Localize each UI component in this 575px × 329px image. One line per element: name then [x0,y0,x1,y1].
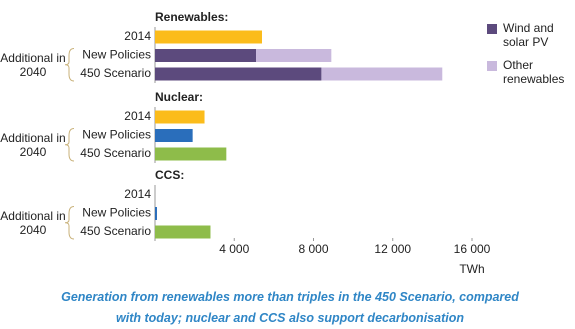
group-label: Additional in 2040 [0,50,66,79]
legend-swatch [487,24,497,34]
panel-title: Renewables: [155,10,228,24]
bar [155,30,262,44]
category-label: 2014 [124,187,151,201]
category-label: 2014 [124,29,151,43]
brace [64,48,75,82]
legend-label: Wind and solar PV [503,21,554,49]
category-label: New Policies [82,48,151,62]
category-label: 450 Scenario [80,66,151,80]
panel-title: Nuclear: [155,90,203,104]
x-tick-label: 16 000 [454,242,491,256]
x-tick-label: 4 000 [219,242,249,256]
bar [155,147,227,161]
category-label: New Policies [82,206,151,220]
bar [321,67,443,81]
bar [155,129,193,142]
bar [155,207,157,220]
caption: Generation from renewables more than tri… [61,290,519,325]
legend-label: Other renewables [503,58,565,86]
category-label: New Policies [82,128,151,142]
legend-swatch [487,61,497,71]
brace [64,206,75,240]
group-label: Additional in 2040 [0,208,66,237]
bar [155,49,257,62]
category-label: 450 Scenario [80,146,151,160]
panel-title: CCS: [155,168,184,182]
bar [155,225,211,239]
category-label: 2014 [124,109,151,123]
bar [155,110,205,124]
group-label: Additional in 2040 [0,130,66,159]
x-tick-label: 8 000 [298,242,328,256]
brace [64,128,75,162]
bar [155,67,322,81]
category-label: 450 Scenario [80,224,151,238]
bar [256,49,332,62]
x-tick-label: 12 000 [374,242,411,256]
x-axis-label: TWh [459,262,484,276]
